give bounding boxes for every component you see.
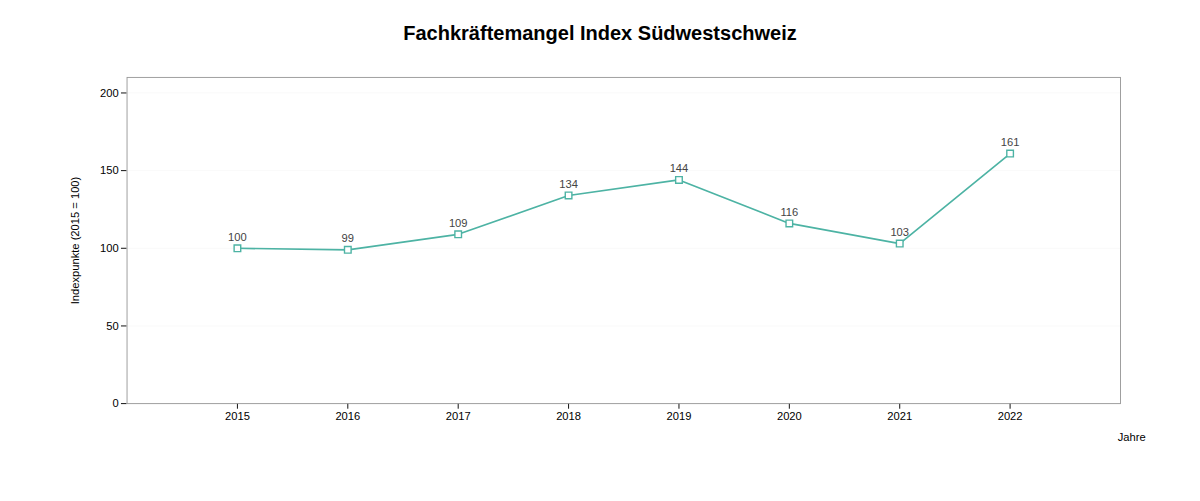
svg-text:50: 50 <box>106 320 118 332</box>
svg-text:0: 0 <box>112 397 118 409</box>
svg-text:103: 103 <box>890 226 909 238</box>
svg-text:2015: 2015 <box>225 410 250 422</box>
svg-text:100: 100 <box>100 242 119 254</box>
svg-text:150: 150 <box>100 164 119 176</box>
svg-text:2018: 2018 <box>556 410 581 422</box>
svg-text:Jahre: Jahre <box>1118 431 1146 443</box>
svg-text:2022: 2022 <box>998 410 1023 422</box>
svg-text:100: 100 <box>228 231 247 243</box>
svg-text:116: 116 <box>780 206 798 218</box>
svg-text:99: 99 <box>342 232 354 244</box>
svg-text:134: 134 <box>559 178 578 190</box>
svg-text:161: 161 <box>1001 136 1020 148</box>
svg-text:144: 144 <box>670 162 689 174</box>
svg-text:Indexpunkte (2015 = 100): Indexpunkte (2015 = 100) <box>69 176 81 304</box>
svg-text:2019: 2019 <box>667 410 692 422</box>
svg-text:2017: 2017 <box>446 410 471 422</box>
svg-text:2020: 2020 <box>777 410 802 422</box>
svg-text:109: 109 <box>449 217 468 229</box>
html-text:Fachkräftemangel Index Südwest: Fachkräftemangel Index Südwestschweiz <box>403 22 797 44</box>
svg-text:2016: 2016 <box>335 410 360 422</box>
svg-text:200: 200 <box>100 87 119 99</box>
svg-text:2021: 2021 <box>887 410 912 422</box>
